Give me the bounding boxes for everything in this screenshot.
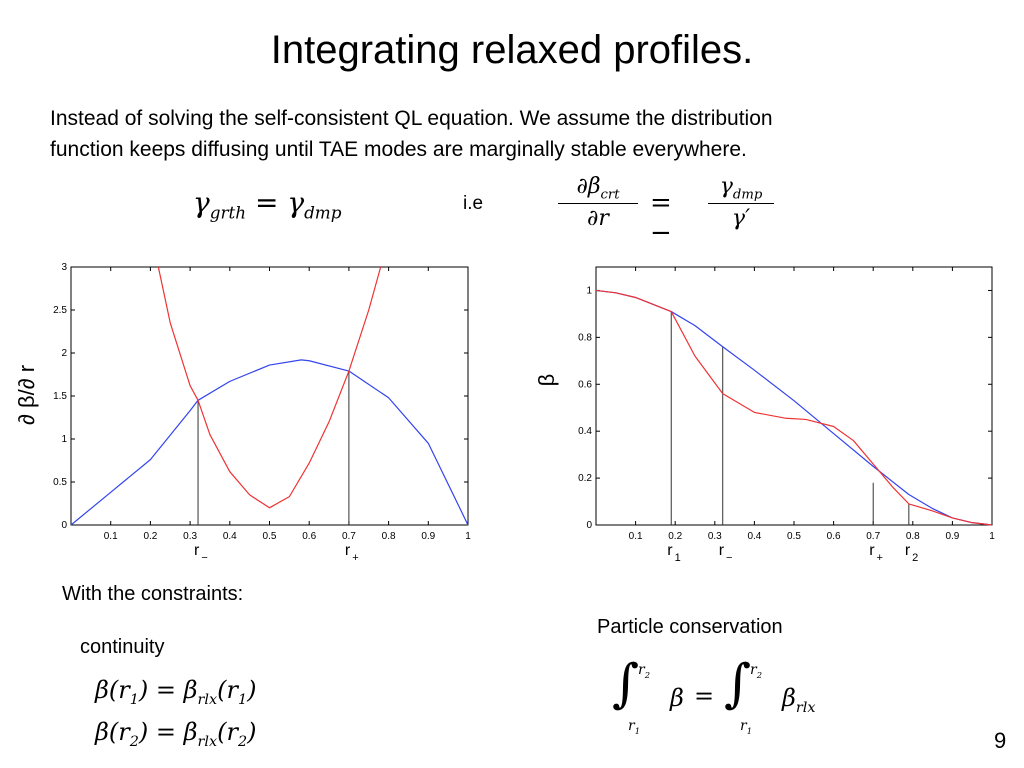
particle-conservation-label: Particle conservation bbox=[597, 616, 783, 638]
constraints-label: With the constraints: bbox=[62, 583, 244, 605]
x-tick-label: 1 bbox=[465, 531, 471, 542]
slide-title: Integrating relaxed profiles. bbox=[270, 28, 754, 72]
continuity-equation-2: β(r2) = βrlx(r2) bbox=[95, 718, 257, 750]
y-tick-label: 1 bbox=[586, 285, 592, 296]
x-tick-label: 0.8 bbox=[382, 531, 396, 542]
y-tick-label: 2 bbox=[61, 348, 67, 359]
y-tick-label: 0.2 bbox=[578, 473, 592, 484]
chart-beta-profile: 0.1 0.2 0.3 0.4 0.5 0.6 0.7 0.8 0.9 1 0 0.2 0.4 0.6 0.… bbox=[534, 266, 995, 564]
x-tick-label: 0.2 bbox=[143, 531, 157, 542]
x-tick-label: 0.1 bbox=[629, 531, 643, 542]
y-tick-label: 2.5 bbox=[53, 305, 67, 316]
y-tick-label: 1 bbox=[61, 434, 67, 445]
x-tick-label: 0.4 bbox=[223, 531, 237, 542]
y-tick-label: 1.5 bbox=[53, 391, 67, 402]
y-tick-label: 3 bbox=[61, 262, 67, 273]
page-number: 9 bbox=[994, 728, 1007, 753]
x-tick-label: 0.7 bbox=[342, 531, 356, 542]
x-tick-label: 0.3 bbox=[183, 531, 197, 542]
continuity-equation-1: β(r1) = βrlx(r1) bbox=[95, 676, 257, 708]
y-tick-label: 0 bbox=[61, 520, 67, 531]
y-tick-label: 0.4 bbox=[578, 426, 592, 437]
y-axis-label: β bbox=[534, 374, 559, 387]
series-line bbox=[70, 359, 469, 526]
x-tick-label: 0.6 bbox=[302, 531, 316, 542]
marker-label: r − bbox=[194, 542, 208, 564]
chart-gradient: 0.1 0.2 0.3 0.4 0.5 0.6 0.7 0.8 0.9 1 0 0.5 1 1.5 2 2.5… bbox=[14, 262, 471, 564]
series-line bbox=[595, 289, 993, 526]
series-line bbox=[157, 266, 382, 509]
x-tick-label: 0.9 bbox=[421, 531, 435, 542]
marker-label: r + bbox=[345, 542, 359, 564]
y-tick-label: 0 bbox=[586, 520, 592, 531]
x-tick-label: 0.5 bbox=[263, 531, 277, 542]
continuity-label: continuity bbox=[80, 636, 165, 658]
equation-growth-damping: γgrth = γdmp bbox=[193, 186, 342, 223]
x-tick-label: 0.5 bbox=[787, 531, 801, 542]
x-tick-label: 1 bbox=[989, 531, 995, 542]
x-tick-label: 0.3 bbox=[708, 531, 722, 542]
x-tick-label: 0.8 bbox=[906, 531, 920, 542]
ie-label: i.e bbox=[463, 193, 484, 214]
intro-line-2: function keeps diffusing until TAE modes… bbox=[50, 138, 747, 161]
x-tick-label: 0.2 bbox=[668, 531, 682, 542]
y-tick-label: 0.5 bbox=[53, 477, 67, 488]
y-tick-label: 0.6 bbox=[578, 379, 592, 390]
marker-label: r + bbox=[869, 542, 883, 564]
x-tick-label: 0.6 bbox=[827, 531, 841, 542]
intro-line-1: Instead of solving the self-consistent Q… bbox=[50, 107, 773, 130]
x-tick-label: 0.4 bbox=[747, 531, 761, 542]
series-line bbox=[595, 289, 993, 526]
y-axis-label: ∂ β/∂ r bbox=[14, 365, 39, 425]
x-tick-label: 0.7 bbox=[866, 531, 880, 542]
plot-frame bbox=[70, 266, 469, 526]
particle-conservation-equation: ∫ r2 r1 β = ∫ r2 r1 βrlx bbox=[612, 654, 816, 736]
marker-label: r − bbox=[719, 542, 733, 564]
x-tick-label: 0.1 bbox=[104, 531, 118, 542]
y-tick-label: 0.8 bbox=[578, 332, 592, 343]
x-tick-label: 0.9 bbox=[945, 531, 959, 542]
